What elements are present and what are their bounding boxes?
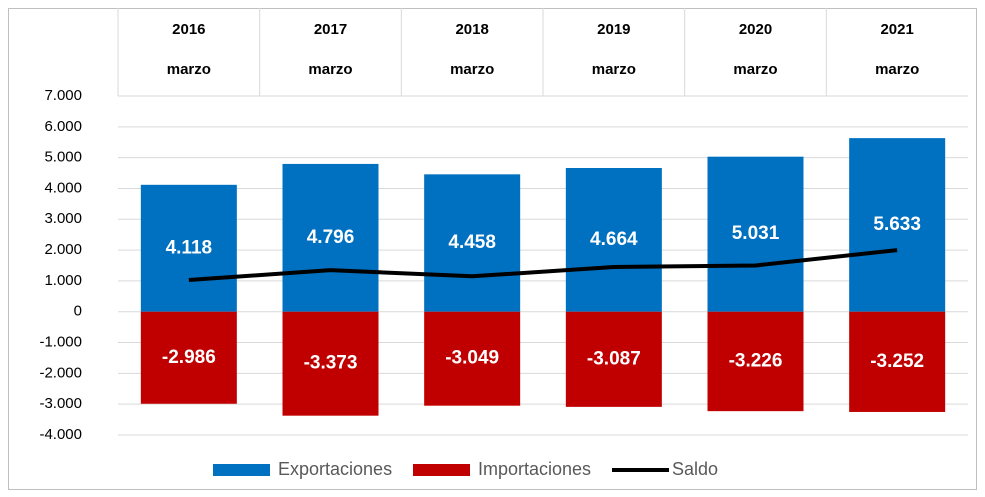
data-label: 4.458 [448, 232, 496, 253]
bar [140, 311, 237, 404]
x-tick-label: 2020 [739, 21, 772, 38]
bar [424, 311, 521, 406]
y-tick-label: 1.000 [44, 272, 82, 289]
x-tick-sublabel: marzo [308, 61, 352, 78]
bar [424, 174, 521, 312]
data-label: -3.087 [587, 348, 641, 369]
y-tick-label: -4.000 [39, 426, 82, 443]
y-tick-label: 4.000 [44, 179, 82, 196]
bar [707, 156, 804, 312]
data-label: -3.049 [445, 348, 499, 369]
y-tick-label: 3.000 [44, 210, 82, 227]
legend-swatch [213, 464, 270, 476]
bar [565, 311, 662, 407]
y-tick-label: -3.000 [39, 395, 82, 412]
x-tick-label: 2018 [455, 21, 488, 38]
legend-label: Saldo [672, 459, 718, 479]
data-label: -3.373 [304, 353, 358, 374]
x-tick-label: 2016 [172, 21, 205, 38]
y-tick-label: -2.000 [39, 364, 82, 381]
data-label: 5.633 [873, 214, 921, 235]
legend-swatch [413, 464, 470, 476]
chart-border [8, 8, 977, 490]
x-tick-sublabel: marzo [733, 61, 777, 78]
x-tick-label: 2019 [597, 21, 630, 38]
line [188, 248, 898, 282]
bar [282, 311, 379, 416]
y-tick-label: -1.000 [39, 334, 82, 351]
bar [140, 184, 237, 312]
data-label: -3.226 [729, 350, 783, 371]
bar [707, 311, 804, 412]
x-tick-sublabel: marzo [450, 61, 494, 78]
x-tick-label: 2017 [314, 21, 347, 38]
x-tick-sublabel: marzo [875, 61, 919, 78]
data-label: 4.118 [166, 237, 213, 258]
data-label: 4.796 [307, 227, 355, 248]
y-tick-label: 6.000 [44, 118, 82, 135]
x-tick-label: 2021 [880, 21, 913, 38]
bar [565, 167, 662, 312]
legend-label: Exportaciones [278, 459, 392, 479]
bar [849, 138, 946, 312]
x-tick-sublabel: marzo [592, 61, 636, 78]
y-tick-label: 0 [74, 303, 82, 320]
data-label: -3.252 [870, 351, 924, 372]
bar [849, 311, 946, 412]
data-label: 5.031 [732, 223, 780, 244]
y-tick-label: 7.000 [44, 87, 82, 104]
y-tick-label: 5.000 [44, 149, 82, 166]
legend-label: Importaciones [478, 459, 591, 479]
x-tick-sublabel: marzo [167, 61, 211, 78]
data-label: -2.986 [162, 347, 216, 368]
y-tick-label: 2.000 [44, 241, 82, 258]
bar [282, 163, 379, 312]
data-label: 4.664 [590, 229, 638, 250]
